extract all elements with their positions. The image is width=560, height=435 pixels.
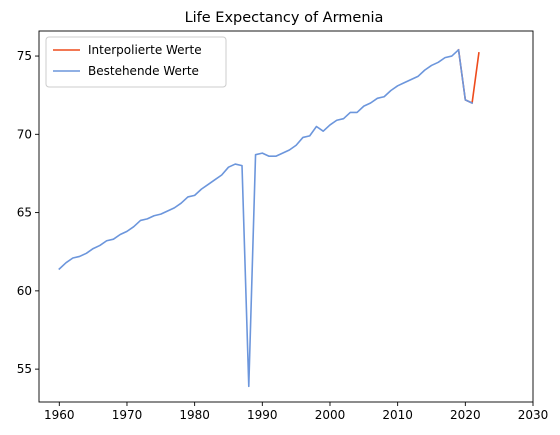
y-tick-label: 65 <box>17 206 32 220</box>
y-tick-label: 55 <box>17 362 32 376</box>
y-tick-label: 60 <box>17 284 32 298</box>
x-tick-label: 1970 <box>112 408 143 422</box>
y-tick-label: 70 <box>17 127 32 141</box>
plot-lines <box>58 48 480 388</box>
x-axis: 1960 1970 1980 1990 2000 2010 2020 2030 <box>44 402 548 422</box>
plot-frame <box>38 30 534 403</box>
x-tick-label: 2020 <box>450 408 481 422</box>
legend: Interpolierte Werte Bestehende Werte <box>45 36 227 88</box>
legend-label: Bestehende Werte <box>88 64 199 78</box>
x-tick-label: 1980 <box>179 408 210 422</box>
x-tick-label: 1960 <box>44 408 75 422</box>
chart-title: Life Expectancy of Armenia <box>185 10 384 26</box>
y-axis: 55 60 65 70 75 <box>17 49 39 376</box>
series-line-existing <box>58 48 474 388</box>
x-tick-label: 2030 <box>518 408 549 422</box>
x-tick-label: 1990 <box>247 408 278 422</box>
legend-box <box>45 36 227 88</box>
y-tick-label: 75 <box>17 49 32 63</box>
legend-label: Interpolierte Werte <box>88 43 202 57</box>
x-tick-label: 2010 <box>382 408 413 422</box>
x-tick-label: 2000 <box>315 408 346 422</box>
